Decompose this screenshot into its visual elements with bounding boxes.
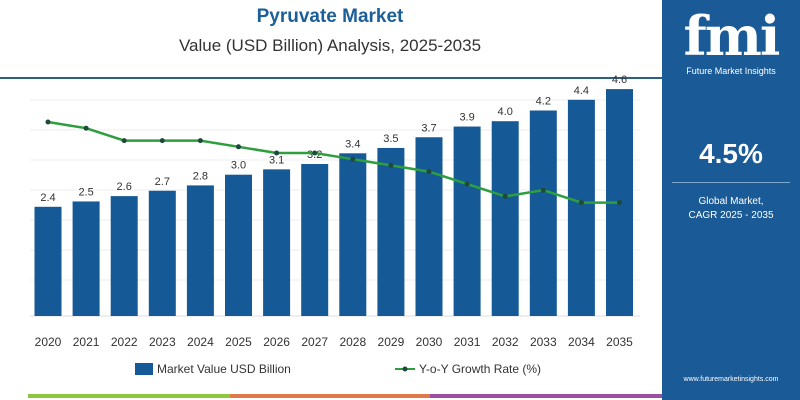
x-tick-label: 2020: [35, 335, 62, 349]
growth-point: [540, 187, 546, 193]
bar: [491, 121, 519, 316]
growth-point: [312, 150, 318, 156]
bar-label: 2.4: [40, 192, 55, 204]
x-tick-label: 2032: [492, 335, 519, 349]
bar: [110, 196, 138, 316]
chart-title: Pyruvate Market: [256, 6, 404, 27]
chart-subtitle: Value (USD Billion) Analysis, 2025-2035: [178, 36, 482, 55]
legend-bar: Market Value USD Billion: [135, 362, 291, 376]
bar-label: 4.4: [574, 85, 589, 97]
bar-label: 4.0: [498, 106, 513, 118]
legend-line: Y-o-Y Growth Rate (%): [395, 362, 541, 376]
bar-label: 2.6: [117, 181, 132, 193]
side-panel: fmi Future Market Insights 4.5% Global M…: [662, 0, 800, 400]
x-tick-label: 2027: [301, 335, 328, 349]
bar-label: 4.2: [536, 96, 551, 108]
x-tick-label: 2030: [416, 335, 443, 349]
x-tick-label: 2031: [454, 335, 481, 349]
cagr-label: Global Market, CAGR 2025 - 2035: [662, 195, 800, 223]
bar-label: 2.8: [193, 170, 208, 182]
growth-point: [236, 144, 241, 150]
bar: [453, 126, 481, 316]
growth-point: [274, 150, 280, 156]
growth-point: [159, 138, 165, 144]
growth-point: [121, 138, 127, 144]
x-tick-label: 2028: [339, 335, 366, 349]
bar: [148, 190, 176, 316]
bar: [34, 206, 62, 316]
legend-bar-swatch: [135, 363, 153, 375]
x-tick-label: 2024: [187, 335, 214, 349]
cagr-label-line1: Global Market,: [698, 196, 764, 207]
growth-point: [197, 138, 203, 144]
bar-label: 3.4: [345, 138, 360, 150]
bar-label: 4.6: [612, 74, 627, 86]
x-tick-label: 2025: [225, 335, 252, 349]
x-tick-label: 2026: [263, 335, 290, 349]
legend-bar-label: Market Value USD Billion: [157, 362, 291, 376]
legend-line-label: Y-o-Y Growth Rate (%): [419, 362, 542, 376]
growth-point: [578, 200, 584, 206]
growth-point: [45, 119, 51, 125]
growth-point: [83, 125, 89, 131]
bar-label: 2.7: [155, 176, 170, 188]
bar-label: 2.5: [78, 186, 93, 198]
bar-label: 3.5: [383, 133, 398, 145]
bar: [301, 164, 329, 316]
growth-point: [426, 169, 432, 175]
bar: [339, 153, 367, 316]
legend-line-swatch: [395, 366, 415, 372]
growth-point: [502, 193, 508, 199]
growth-point: [350, 156, 356, 162]
growth-point: [388, 162, 394, 168]
bar: [225, 174, 252, 316]
bar-label: 3.9: [459, 112, 474, 124]
growth-point: [464, 181, 470, 187]
bar-label: 3.7: [421, 122, 436, 134]
x-tick-label: 2029: [378, 335, 405, 349]
x-tick-label: 2033: [530, 335, 557, 349]
growth-point: [617, 200, 622, 206]
x-tick-label: 2021: [73, 335, 100, 349]
footer-strip-green: [28, 394, 230, 398]
footer-strip-orange: [230, 394, 430, 398]
x-tick-label: 2034: [568, 335, 595, 349]
cagr-value: 4.5%: [699, 138, 763, 169]
bar-label: 3.0: [231, 160, 246, 172]
bar: [567, 99, 595, 316]
logo-subtitle: Future Market Insights: [686, 66, 776, 76]
divider: [0, 77, 662, 79]
bar: [415, 137, 443, 316]
footer-strip-purple: [430, 394, 662, 398]
panel-divider: [672, 182, 790, 183]
x-tick-label: 2035: [606, 335, 633, 349]
bar: [377, 147, 405, 316]
bar: [263, 169, 291, 316]
fmi-logo: fmi: [683, 4, 781, 68]
bar: [529, 110, 557, 316]
x-tick-label: 2023: [149, 335, 176, 349]
bar: [72, 201, 100, 316]
website-url: www.futuremarketinsights.com: [683, 376, 779, 383]
growth-line: [47, 120, 620, 204]
bar-label: 3.1: [269, 154, 284, 166]
chart-canvas: 2.4 2020 2.5 2021 2.6 2022 2.7 2023 2.8 2024 3.0 20…: [30, 74, 640, 349]
x-tick-label: 2022: [111, 335, 138, 349]
cagr-label-line2: CAGR 2025 - 2035: [688, 210, 774, 221]
bar: [186, 185, 214, 316]
